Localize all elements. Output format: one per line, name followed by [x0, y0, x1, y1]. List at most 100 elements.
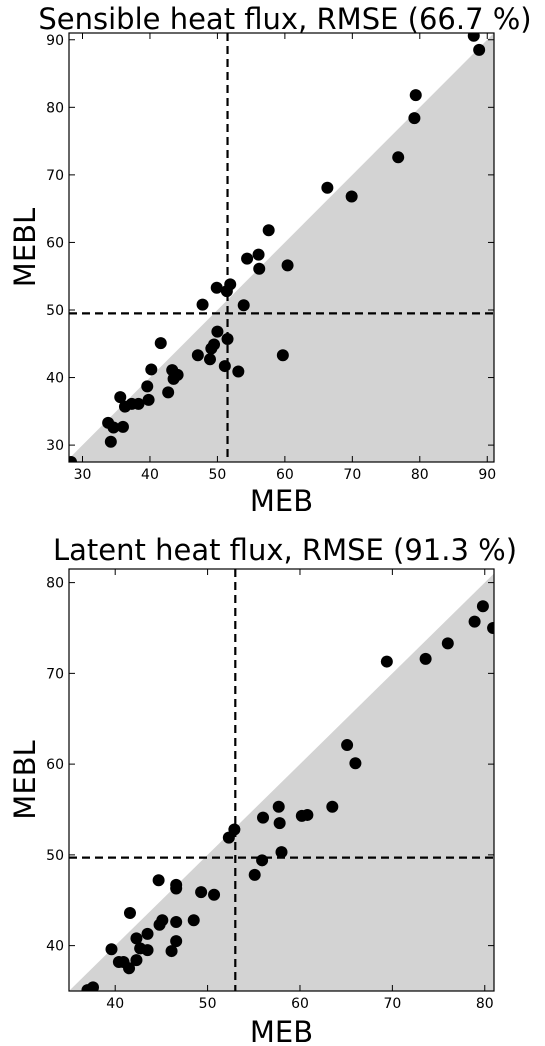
y-tick-label: 50	[46, 848, 64, 864]
data-point	[275, 846, 288, 859]
data-point	[237, 299, 250, 312]
data-point	[69, 456, 78, 462]
x-tick-label: 40	[141, 467, 159, 483]
data-point	[195, 886, 208, 899]
y-tick-label: 90	[46, 33, 64, 49]
data-point	[142, 393, 155, 406]
chart-title: Latent heat flux, RMSE (91.3 %)	[53, 533, 517, 567]
x-tick-label: 60	[276, 467, 294, 483]
y-tick-label: 70	[46, 666, 64, 682]
data-point	[191, 349, 204, 362]
data-point	[301, 808, 314, 821]
data-point	[156, 914, 169, 927]
data-point	[419, 652, 432, 665]
data-point	[281, 259, 294, 272]
x-axis-label: MEB	[250, 1015, 313, 1046]
x-tick-label: 80	[476, 996, 494, 1012]
data-point	[132, 397, 145, 410]
data-point	[232, 365, 245, 378]
data-point	[256, 854, 269, 867]
x-tick-label: 30	[74, 467, 92, 483]
data-point	[187, 914, 200, 927]
data-point	[252, 248, 265, 261]
data-point	[441, 637, 454, 650]
y-tick-label: 40	[46, 371, 64, 387]
data-point	[392, 151, 405, 164]
data-point	[203, 353, 216, 366]
x-axis-label: MEB	[250, 484, 313, 518]
data-point	[380, 655, 393, 668]
data-point	[349, 757, 362, 770]
data-point	[276, 349, 289, 362]
data-point	[341, 739, 354, 752]
x-tick-label: 50	[199, 996, 217, 1012]
shaded-region-below-diagonal	[69, 33, 494, 462]
data-point	[248, 868, 261, 881]
data-point	[141, 380, 154, 393]
data-point	[253, 262, 266, 275]
data-point	[141, 927, 154, 940]
plot-frame	[68, 32, 495, 463]
x-tick-label: 70	[343, 467, 361, 483]
data-point	[170, 935, 183, 948]
data-point	[104, 435, 117, 448]
y-axis-label: MEBL	[8, 740, 42, 819]
data-point	[170, 916, 183, 929]
plot-frame	[68, 568, 495, 992]
x-tick-label: 40	[106, 996, 124, 1012]
chart-panel-2: 40 50 60 70 80 40 50 60 70 80 Latent heat flux, RM…	[8, 533, 517, 1046]
x-tick-label: 50	[208, 467, 226, 483]
data-point	[210, 281, 223, 294]
y-axis-label: MEBL	[8, 208, 42, 287]
x-tick-label: 90	[478, 467, 496, 483]
y-tick-label: 50	[46, 303, 64, 319]
data-point	[162, 386, 175, 399]
chart-title: Sensible heat flux, RMSE (66.7 %)	[38, 2, 531, 36]
y-tick-label: 80	[46, 100, 64, 116]
data-point	[476, 600, 489, 613]
data-point	[123, 906, 136, 919]
data-point	[145, 363, 158, 376]
data-point	[130, 932, 143, 945]
data-point	[116, 420, 129, 433]
data-point	[262, 224, 275, 237]
data-point	[257, 811, 270, 824]
y-tick-label: 70	[46, 168, 64, 184]
data-point	[273, 817, 286, 830]
data-point	[170, 882, 183, 895]
data-point	[228, 823, 241, 836]
data-point	[326, 800, 339, 813]
data-point	[114, 391, 127, 404]
y-tick-label: 40	[46, 939, 64, 955]
y-tick-label: 60	[46, 757, 64, 773]
data-point	[107, 421, 120, 434]
x-tick-label: 70	[383, 996, 401, 1012]
y-tick-label: 60	[46, 235, 64, 251]
data-point	[154, 337, 167, 350]
data-point	[473, 43, 486, 56]
data-point	[468, 615, 481, 628]
data-point	[152, 874, 165, 887]
data-point	[272, 800, 285, 813]
data-point	[221, 333, 234, 346]
data-point	[321, 181, 334, 194]
shaded-region-below-diagonal	[69, 573, 494, 991]
data-point	[409, 89, 422, 102]
data-point	[345, 190, 358, 203]
data-point	[487, 621, 494, 634]
data-point	[141, 944, 154, 957]
data-point	[123, 962, 136, 975]
data-point	[467, 33, 480, 42]
data-point	[224, 278, 237, 291]
data-point	[211, 325, 224, 338]
data-point	[218, 360, 231, 373]
x-tick-label: 80	[411, 467, 429, 483]
data-point	[208, 338, 221, 351]
data-point	[105, 943, 118, 956]
data-point	[408, 112, 421, 125]
data-point	[241, 252, 254, 265]
data-point	[196, 298, 209, 311]
y-tick-label: 30	[46, 438, 64, 454]
